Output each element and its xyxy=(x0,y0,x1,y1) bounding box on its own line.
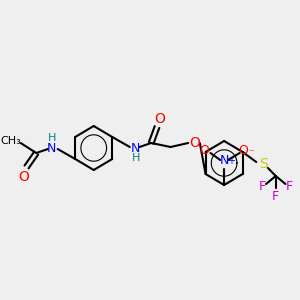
Text: H: H xyxy=(48,133,56,143)
Text: CH₃: CH₃ xyxy=(1,136,21,146)
Text: O: O xyxy=(238,145,248,158)
Text: S: S xyxy=(259,157,268,171)
Text: F: F xyxy=(259,179,266,193)
Text: H: H xyxy=(131,153,140,163)
Text: F: F xyxy=(286,179,293,193)
Text: O: O xyxy=(18,170,29,184)
Text: N: N xyxy=(219,154,229,166)
Text: O: O xyxy=(200,145,210,158)
Text: F: F xyxy=(272,190,279,202)
Text: ⁻: ⁻ xyxy=(249,148,254,158)
Text: O: O xyxy=(190,136,200,150)
Text: O: O xyxy=(154,112,165,126)
Text: N: N xyxy=(131,142,140,154)
Text: +: + xyxy=(227,156,235,166)
Text: N: N xyxy=(47,142,56,154)
